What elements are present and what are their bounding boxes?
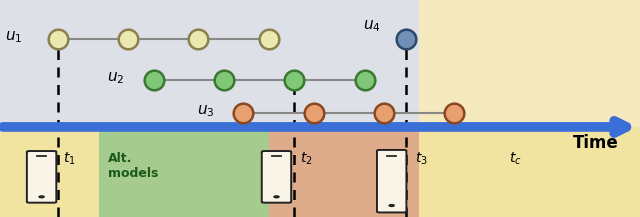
Point (52, 37, 63, 41)
Bar (269, 127, 419, 217)
Text: $t_c$: $t_c$ (509, 150, 522, 167)
Text: $u_2$: $u_2$ (108, 70, 125, 86)
Point (264, 37, 274, 41)
Point (193, 37, 204, 41)
Point (148, 79, 159, 82)
Point (360, 79, 370, 82)
Text: $t_2$: $t_2$ (300, 150, 312, 167)
Bar (419, 0, 640, 127)
FancyBboxPatch shape (27, 151, 56, 203)
FancyBboxPatch shape (377, 150, 406, 212)
Text: Alt.
models: Alt. models (108, 152, 158, 180)
Bar (419, 127, 640, 217)
Text: $u_4$: $u_4$ (363, 18, 381, 34)
Point (238, 111, 248, 115)
Point (219, 79, 229, 82)
Text: $u_3$: $u_3$ (197, 103, 214, 118)
Text: Time: Time (573, 134, 618, 152)
FancyBboxPatch shape (262, 151, 291, 203)
Bar (99, 127, 269, 217)
Point (449, 111, 460, 115)
Text: $u_1$: $u_1$ (5, 29, 22, 45)
Point (289, 79, 300, 82)
Point (308, 111, 319, 115)
Point (123, 37, 133, 41)
Bar (0, 127, 99, 217)
Point (379, 111, 389, 115)
Point (401, 37, 412, 41)
Text: $t_3$: $t_3$ (415, 150, 428, 167)
Text: $t_1$: $t_1$ (63, 150, 76, 167)
